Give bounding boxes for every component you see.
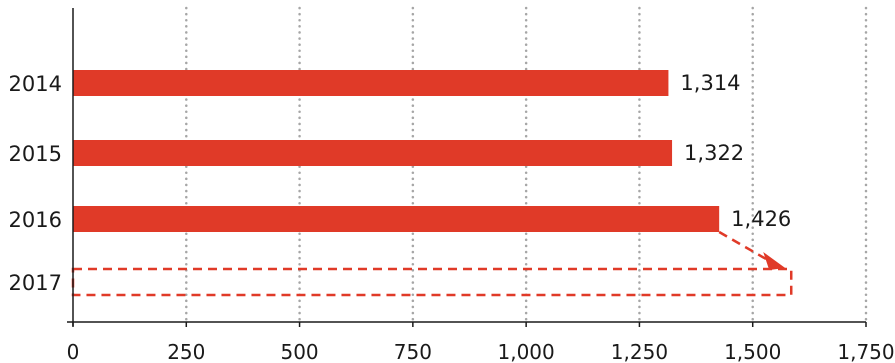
axes [67,8,867,327]
value-label-2015: 1,322 [684,141,744,165]
x-tick-label-1750: 1,750 [837,340,894,363]
projected-bar-2017 [71,267,793,297]
labels: 0 250 500 750 1,000 1,250 1,500 1,750 2014 1,314 2… [9,71,895,363]
x-tick-label-500: 500 [280,340,318,363]
x-tick-label-250: 250 [167,340,205,363]
category-label-2017: 2017 [9,271,62,295]
x-tick-label-0: 0 [67,340,80,363]
bar-2014 [73,70,669,96]
projection [71,230,793,297]
category-label-2016: 2016 [9,208,62,232]
x-tick-label-750: 750 [394,340,432,363]
projection-arrow-line [718,230,772,264]
projection-arrow-head [763,252,786,270]
x-tick-label-1000: 1,000 [498,340,555,363]
x-tick-label-1500: 1,500 [724,340,781,363]
bar-2016 [73,206,720,232]
category-label-2015: 2015 [9,142,62,166]
bars [73,70,720,232]
x-tick-label-1250: 1,250 [611,340,668,363]
category-label-2014: 2014 [9,72,62,96]
value-label-2016: 1,426 [731,207,791,231]
value-label-2014: 1,314 [680,71,740,95]
bar-2015 [73,140,673,166]
